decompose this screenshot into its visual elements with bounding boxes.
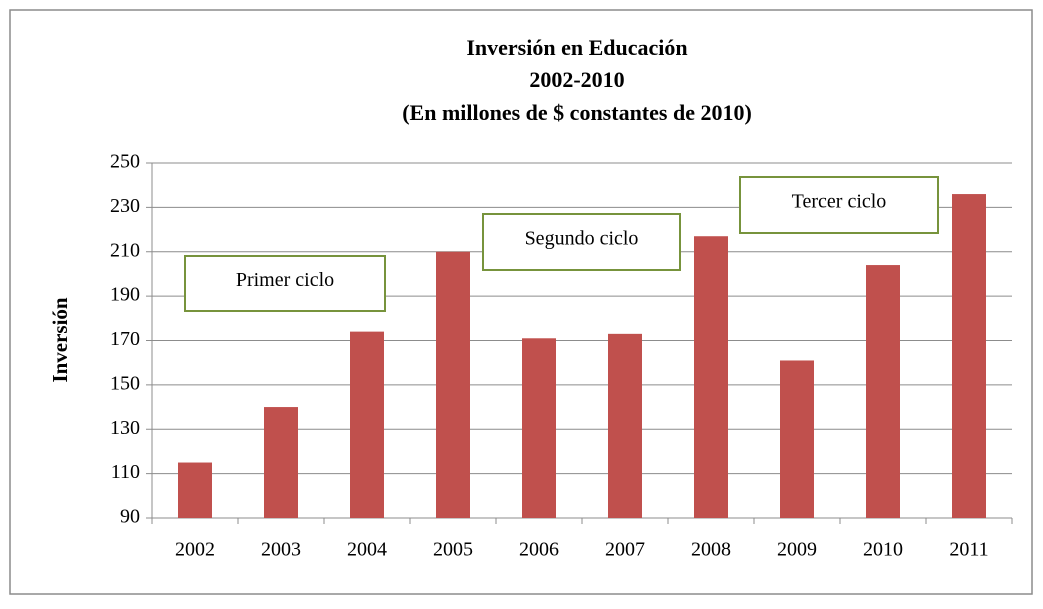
annotation-box	[739, 176, 939, 234]
x-tick-label: 2003	[261, 539, 301, 561]
x-tick-label: 2009	[777, 539, 817, 561]
annotation-box	[184, 255, 386, 312]
x-tick-label: 2005	[433, 539, 473, 561]
y-tick-label: 210	[110, 239, 140, 261]
x-tick-label: 2011	[949, 539, 988, 561]
x-tick-label: 2002	[175, 539, 215, 561]
annotation-box	[482, 213, 681, 271]
chart-title: (En millones de $ constantes de 2010)	[402, 100, 752, 125]
chart-title: Inversión en Educación	[466, 35, 687, 60]
bar	[436, 251, 470, 518]
y-tick-label: 130	[110, 417, 140, 439]
bar	[522, 338, 556, 518]
y-tick-label: 230	[110, 195, 140, 217]
x-tick-label: 2007	[605, 539, 645, 561]
y-tick-label: 90	[120, 506, 140, 528]
x-tick-label: 2008	[691, 539, 731, 561]
bar	[264, 407, 298, 518]
chart-title: 2002-2010	[529, 67, 624, 92]
y-tick-label: 250	[110, 151, 140, 173]
y-tick-label: 170	[110, 328, 140, 350]
bar	[952, 194, 986, 518]
x-tick-label: 2006	[519, 539, 559, 561]
bar	[178, 462, 212, 518]
x-tick-label: 2004	[347, 539, 387, 561]
bar	[350, 331, 384, 518]
annotation: Tercer ciclo	[792, 191, 887, 213]
bar	[780, 360, 814, 518]
y-tick-label: 150	[110, 372, 140, 394]
bar	[694, 236, 728, 518]
bar	[866, 265, 900, 518]
annotation: Primer ciclo	[236, 269, 334, 291]
bar	[608, 333, 642, 518]
x-tick-label: 2010	[863, 539, 903, 561]
y-tick-label: 190	[110, 284, 140, 306]
annotation: Segundo ciclo	[525, 228, 639, 250]
y-tick-label: 110	[111, 461, 140, 483]
y-axis-label: Inversión	[48, 297, 72, 383]
